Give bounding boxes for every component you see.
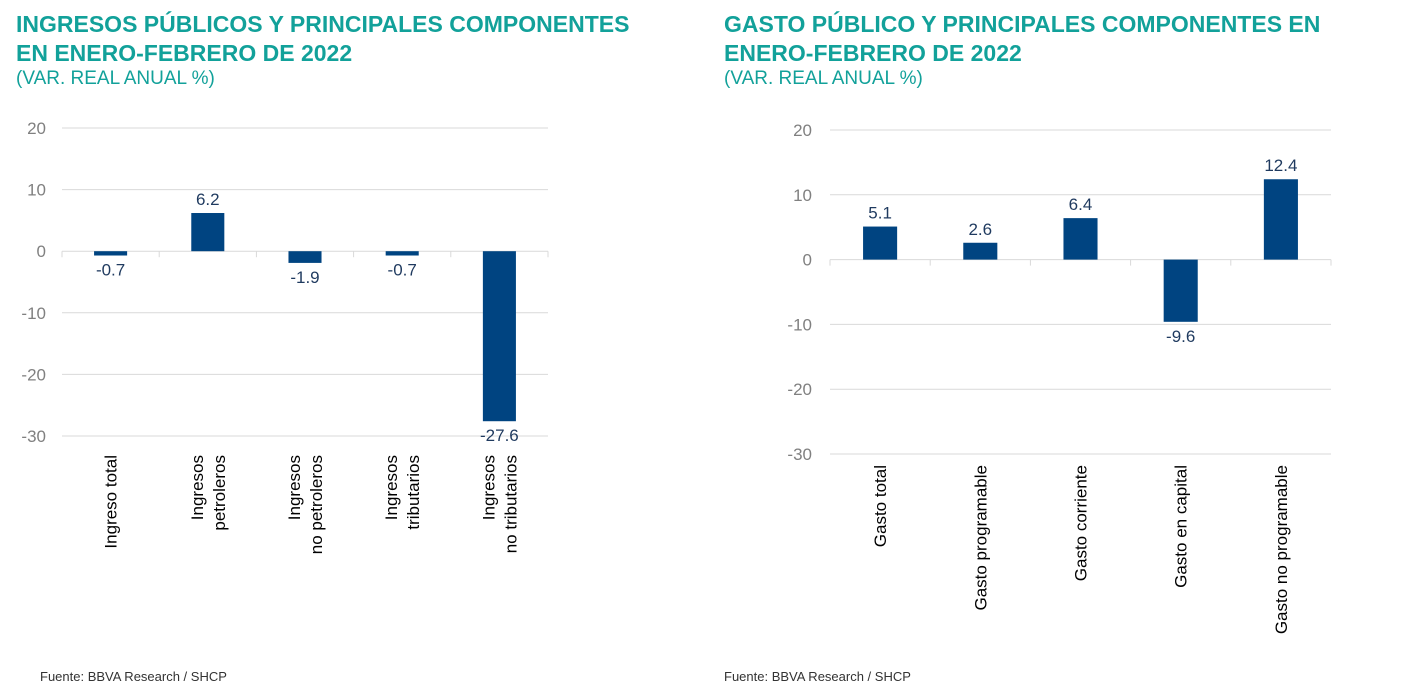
- y-tick-label: -10: [21, 304, 46, 323]
- y-tick-label: 0: [803, 251, 812, 270]
- bar: [191, 213, 225, 252]
- y-tick-label: 20: [793, 121, 812, 140]
- x-category-label: Gasto total: [871, 465, 890, 547]
- data-label: -0.7: [388, 261, 417, 280]
- bar: [94, 251, 128, 256]
- data-label: 6.4: [1069, 195, 1093, 214]
- x-category-label: Gasto corriente: [1072, 465, 1091, 581]
- y-tick-label: -10: [787, 315, 812, 334]
- x-category-label: Gasto no programable: [1272, 465, 1291, 634]
- bar: [385, 251, 419, 256]
- data-label: 6.2: [196, 190, 220, 209]
- data-label: -9.6: [1166, 327, 1195, 346]
- data-label: 5.1: [868, 204, 892, 223]
- x-category-label: no petroleros: [307, 455, 326, 554]
- x-category-label: Ingresos: [188, 455, 207, 520]
- y-tick-label: -30: [787, 445, 812, 464]
- bar: [863, 226, 898, 260]
- revenue-chart-source: Fuente: BBVA Research / SHCP: [40, 669, 227, 684]
- bar: [1063, 218, 1098, 260]
- x-category-label: petroleros: [210, 455, 229, 531]
- y-tick-label: 10: [27, 181, 46, 200]
- y-tick-label: -30: [21, 427, 46, 446]
- revenue-chart-panel: INGRESOS PÚBLICOS Y PRINCIPALES COMPONEN…: [0, 0, 700, 695]
- x-category-label: Gasto programable: [971, 465, 990, 611]
- x-category-label: Ingresos: [479, 455, 498, 520]
- data-label: 12.4: [1264, 156, 1297, 175]
- x-category-label: Ingresos: [285, 455, 304, 520]
- x-category-label: tributarios: [404, 455, 423, 530]
- revenue-bar-chart: 20 10 0 -10 -20 -30 -0.7 Ingreso total 6.2 Ingres…: [21, 119, 549, 554]
- revenue-chart-subtitle: (VAR. REAL ANUAL %): [16, 68, 215, 89]
- data-label: -27.6: [480, 426, 519, 445]
- spending-chart-subtitle: (VAR. REAL ANUAL %): [724, 68, 923, 89]
- bar: [1263, 179, 1298, 260]
- bar: [1163, 259, 1198, 322]
- x-category-label: Ingreso total: [102, 455, 121, 549]
- x-category-label: no tributarios: [501, 455, 520, 553]
- y-tick-label: -20: [787, 380, 812, 399]
- x-category-label: Ingresos: [382, 455, 401, 520]
- spending-bar-chart: 20 10 0 -10 -20 -30 5.1 Gasto total 2.6 Gasto pro…: [787, 121, 1332, 634]
- y-tick-label: 20: [27, 119, 46, 138]
- data-label: 2.6: [968, 220, 992, 239]
- spending-chart-title: GASTO PÚBLICO Y PRINCIPALES COMPONENTES …: [724, 11, 1321, 66]
- bar: [288, 251, 322, 263]
- bar: [963, 242, 998, 260]
- data-label: -1.9: [290, 268, 319, 287]
- revenue-chart-title: INGRESOS PÚBLICOS Y PRINCIPALES COMPONEN…: [16, 11, 630, 66]
- x-category-label: Gasto en capital: [1172, 465, 1191, 588]
- spending-chart-panel: GASTO PÚBLICO Y PRINCIPALES COMPONENTES …: [700, 0, 1400, 695]
- y-tick-label: -20: [21, 365, 46, 384]
- spending-chart-source: Fuente: BBVA Research / SHCP: [724, 669, 911, 684]
- y-tick-label: 10: [793, 186, 812, 205]
- y-tick-label: 0: [37, 242, 46, 261]
- bar: [482, 251, 516, 422]
- data-label: -0.7: [96, 261, 125, 280]
